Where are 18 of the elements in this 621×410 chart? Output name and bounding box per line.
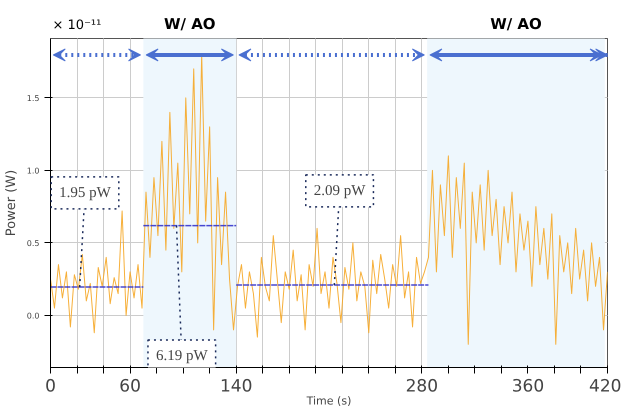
y-tick-label: 1.0	[26, 166, 40, 176]
x-tick-label: 0	[45, 376, 56, 396]
y-tick-label: 0.5	[26, 238, 40, 248]
y-tick-label: 0.0	[26, 311, 40, 320]
x-tick-label: 280	[406, 376, 438, 396]
annotation: 2.09 pW	[314, 182, 366, 199]
x-tick-label: 420	[589, 376, 621, 396]
y-axis-title: Power (W)	[4, 170, 19, 236]
annotation: 1.95 pW	[59, 184, 112, 201]
x-tick-label: 140	[220, 376, 252, 396]
x-tick-label: 360	[512, 376, 544, 396]
band-label: W/ AO	[164, 14, 216, 33]
annotation: 6.19 pW	[156, 348, 208, 364]
band-label: W/ AO	[490, 14, 542, 33]
x-axis-title: Time (s)	[306, 394, 352, 408]
y-tick-label: 1.5	[26, 94, 40, 103]
text: × 10⁻¹¹	[52, 18, 102, 33]
x-tick-label: 60	[119, 376, 141, 396]
